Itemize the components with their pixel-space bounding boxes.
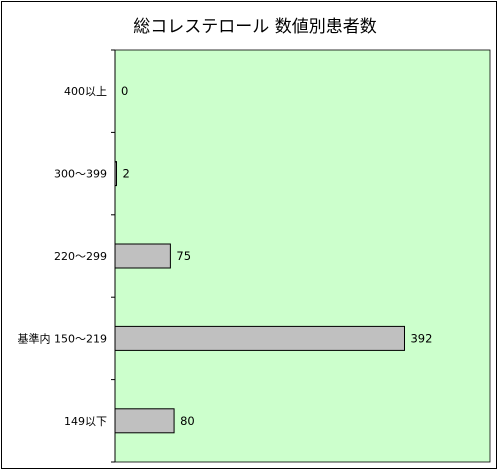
category-label: 400以上 bbox=[64, 85, 107, 98]
category-label: 基準内 150～219 bbox=[18, 331, 108, 345]
category-label: 149以下 bbox=[64, 415, 107, 428]
value-label: 75 bbox=[176, 249, 191, 263]
value-label: 80 bbox=[180, 414, 195, 428]
category-label: 300～399 bbox=[54, 168, 107, 181]
value-label: 2 bbox=[122, 167, 129, 181]
bar bbox=[114, 325, 405, 351]
plot-area bbox=[114, 49, 491, 463]
value-label: 392 bbox=[410, 331, 432, 345]
category-label: 220～299 bbox=[54, 250, 107, 263]
bar bbox=[114, 161, 117, 187]
chart-title: 総コレステロール 数値別患者数 bbox=[133, 17, 376, 37]
bar bbox=[114, 408, 175, 434]
bar bbox=[114, 243, 171, 269]
value-label: 0 bbox=[121, 84, 128, 98]
